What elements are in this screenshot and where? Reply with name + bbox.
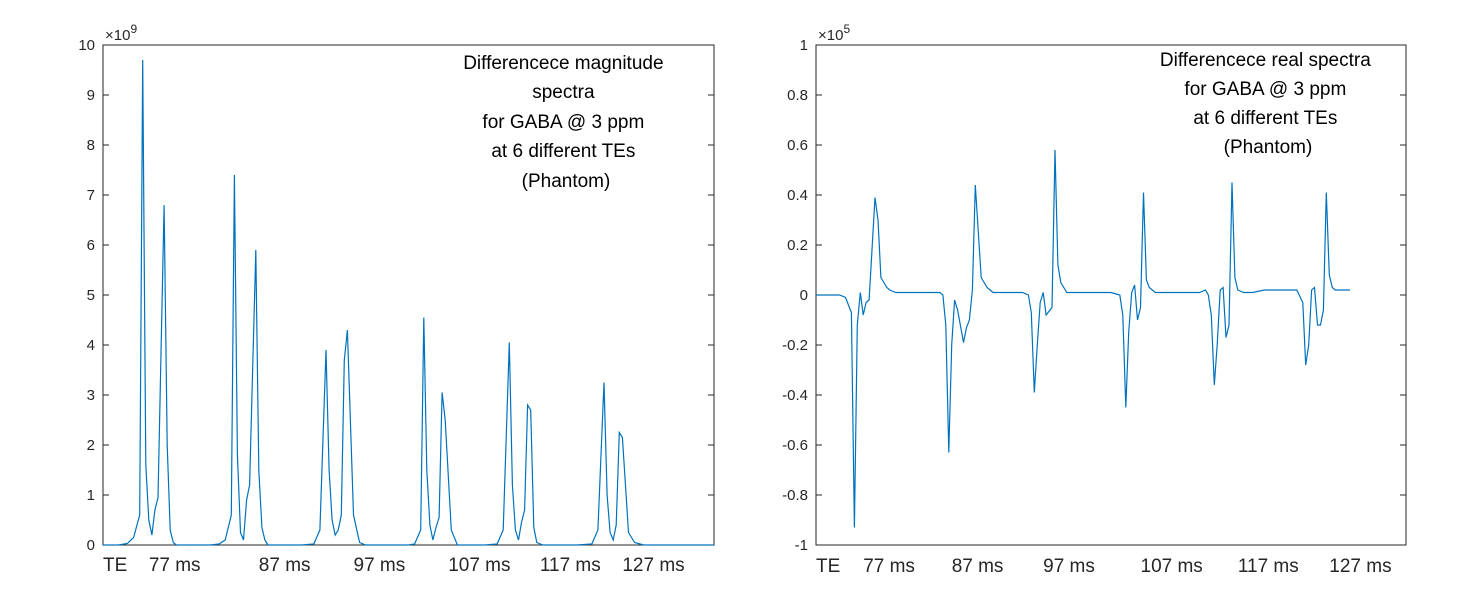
y-tick-label: 0 — [87, 537, 95, 554]
magnitude-series-line — [103, 59, 714, 546]
real-chart: -1 -0.8 -0.6 -0.4 -0.2 0 0.2 0.4 0.6 0.8 1 TE 77 ms… — [782, 22, 1407, 577]
te-label: 107 ms — [448, 555, 510, 576]
y-tick-label: 10 — [78, 37, 95, 54]
y-tick-label: 0.8 — [787, 87, 808, 104]
te-label: 117 ms — [1238, 556, 1299, 577]
annotation-line: for GABA @ 3 ppm — [482, 112, 644, 133]
te-label: 127 ms — [622, 555, 684, 576]
y-tick-label: -0.6 — [782, 437, 808, 454]
te-label: 107 ms — [1141, 556, 1203, 577]
y-tick-label: 9 — [87, 87, 95, 104]
magnitude-y-ticks: 0 1 2 3 4 5 6 7 8 9 10 — [78, 37, 714, 554]
y-tick-label: -0.4 — [782, 387, 808, 404]
y-tick-label: 1 — [800, 37, 808, 54]
te-label: 87 ms — [952, 556, 1004, 577]
annotation-line: (Phantom) — [1224, 137, 1313, 158]
annotation-line: spectra — [532, 82, 595, 103]
y-tick-label: 8 — [87, 137, 95, 154]
real-exponent-label: ×105 — [818, 22, 850, 44]
real-te-labels: TE 77 ms 87 ms 97 ms 107 ms 117 ms 127 ms — [816, 556, 1392, 577]
y-tick-label: 2 — [87, 437, 95, 454]
te-label: TE — [103, 555, 127, 576]
te-label: 87 ms — [259, 555, 311, 576]
y-tick-label: 1 — [87, 487, 95, 504]
magnitude-annotation: Differencece magnitude spectra for GABA … — [463, 53, 669, 192]
magnitude-chart: 0 1 2 3 4 5 6 7 8 9 10 TE 77 ms 87 ms 97 ms 107 ms 117 … — [78, 22, 715, 576]
te-label: 97 ms — [354, 555, 406, 576]
te-label: 117 ms — [540, 555, 601, 576]
y-tick-label: -1 — [795, 537, 808, 554]
y-tick-label: 0.6 — [787, 137, 808, 154]
te-label: 127 ms — [1329, 556, 1391, 577]
annotation-line: (Phantom) — [522, 171, 611, 192]
annotation-line: Differencece real spectra — [1160, 50, 1371, 71]
annotation-line: Differencece magnitude — [463, 53, 663, 74]
te-label: 77 ms — [149, 555, 201, 576]
annotation-line: for GABA @ 3 ppm — [1184, 79, 1346, 100]
te-label: TE — [816, 556, 840, 577]
annotation-line: at 6 different TEs — [491, 141, 635, 162]
real-series-line — [816, 149, 1350, 528]
y-tick-label: 6 — [87, 237, 95, 254]
y-tick-label: 0 — [800, 287, 808, 304]
y-tick-label: -0.2 — [782, 337, 808, 354]
y-tick-label: 4 — [87, 337, 95, 354]
y-tick-label: 0.4 — [787, 187, 808, 204]
magnitude-te-labels: TE 77 ms 87 ms 97 ms 107 ms 117 ms 127 ms — [103, 555, 685, 576]
y-tick-label: 0.2 — [787, 237, 808, 254]
te-label: 97 ms — [1043, 556, 1095, 577]
magnitude-exponent-label: ×109 — [105, 22, 137, 44]
y-tick-label: 3 — [87, 387, 95, 404]
real-annotation: Differencece real spectra for GABA @ 3 p… — [1160, 50, 1376, 158]
annotation-line: at 6 different TEs — [1193, 108, 1337, 129]
te-label: 77 ms — [863, 556, 915, 577]
y-tick-label: 5 — [87, 287, 95, 304]
y-tick-label: 7 — [87, 187, 95, 204]
real-y-ticks: -1 -0.8 -0.6 -0.4 -0.2 0 0.2 0.4 0.6 0.8 1 — [782, 37, 1406, 554]
y-tick-label: -0.8 — [782, 487, 808, 504]
